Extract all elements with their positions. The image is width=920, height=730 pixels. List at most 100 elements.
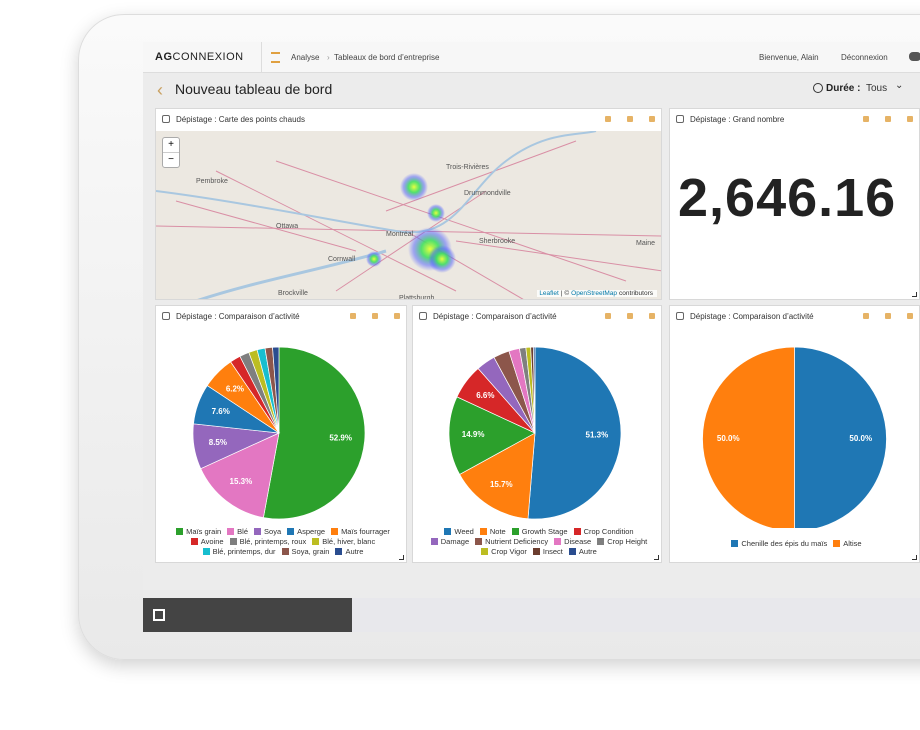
slice-label: 6.6% xyxy=(476,391,494,400)
legend-swatch xyxy=(444,528,452,535)
zoom-in[interactable]: + xyxy=(163,138,179,153)
edit-icon[interactable] xyxy=(627,116,633,122)
legend-item[interactable]: Maïs grain xyxy=(176,527,221,536)
legend-item[interactable]: Autre xyxy=(335,547,363,556)
legend-item[interactable]: Disease xyxy=(554,537,591,546)
legend-item[interactable]: Damage xyxy=(430,537,470,546)
chat-icon[interactable] xyxy=(909,52,920,61)
slice-label: 7.6% xyxy=(212,407,230,416)
legend-label: Autre xyxy=(578,547,597,556)
move-icon[interactable] xyxy=(863,116,869,122)
divider xyxy=(261,42,262,72)
legend-item[interactable]: Crop Condition xyxy=(573,527,634,536)
brand[interactable]: AGCONNEXION xyxy=(155,51,244,63)
legend-swatch xyxy=(335,548,343,555)
logout[interactable]: Déconnexion xyxy=(841,53,888,62)
welcome: Bienvenue, Alain xyxy=(759,53,819,62)
pie-slice xyxy=(263,346,366,520)
edit-icon[interactable] xyxy=(885,313,891,319)
move-icon[interactable] xyxy=(863,313,869,319)
legend-label: Crop Height xyxy=(607,537,648,546)
breadcrumb-item[interactable]: Analyse xyxy=(291,53,320,62)
legend-item[interactable]: Altise xyxy=(833,539,862,548)
legend-item[interactable]: Chenille des épis du maïs xyxy=(731,539,827,548)
road xyxy=(156,225,661,237)
legend-swatch xyxy=(481,548,489,555)
back-arrow[interactable]: ‹ xyxy=(157,80,163,100)
delete-icon[interactable] xyxy=(907,116,913,122)
panel-title: Dépistage : Comparaison d’activité xyxy=(176,312,300,321)
legend-label: Note xyxy=(489,527,506,536)
panel-icon xyxy=(676,312,684,320)
legend-item[interactable]: Maïs fourrager xyxy=(331,527,390,536)
panel: Dépistage : Comparaison d’activité 50.0% 5… xyxy=(669,305,920,563)
place-label: Drummondville xyxy=(464,190,511,197)
legend-item[interactable]: Nutrient Deficiency xyxy=(475,537,548,546)
legend-swatch xyxy=(511,528,519,535)
legend-item[interactable]: Note xyxy=(479,527,506,536)
slice-label: 8.5% xyxy=(209,438,227,447)
legend-item[interactable]: Avoine xyxy=(190,537,224,546)
page-title: Nouveau tableau de bord xyxy=(175,81,333,97)
resize-handle xyxy=(912,555,917,560)
legend-swatch xyxy=(202,548,210,555)
legend-label: Autre xyxy=(345,547,364,556)
legend-swatch xyxy=(479,528,487,535)
legend-swatch xyxy=(554,538,562,545)
road xyxy=(175,200,357,252)
legend-label: Blé, hiver, blanc xyxy=(322,537,376,546)
legend-swatch xyxy=(331,528,339,535)
legend-item[interactable]: Autre xyxy=(568,547,597,556)
breadcrumb-separator: › xyxy=(327,53,330,62)
edit-icon[interactable] xyxy=(627,313,633,319)
duration-label: Durée : xyxy=(826,83,861,94)
menu-icon[interactable] xyxy=(271,52,280,63)
edit-icon[interactable] xyxy=(372,313,378,319)
panel-icon xyxy=(162,312,170,320)
move-icon[interactable] xyxy=(350,313,356,319)
legend-item[interactable]: Asperge xyxy=(287,527,325,536)
dropdown-arrow[interactable]: ⌄ xyxy=(895,80,904,91)
move-icon[interactable] xyxy=(605,116,611,122)
panel: Dépistage : Grand nombre 2,646.16 xyxy=(669,108,920,300)
legend-item[interactable]: Blé, hiver, blanc xyxy=(312,537,375,546)
slice-label: 50.0% xyxy=(717,434,740,443)
legend-label: Damage xyxy=(440,537,470,546)
legend-swatch xyxy=(227,528,235,535)
zoom-out[interactable]: − xyxy=(168,154,174,165)
duration-value[interactable]: Tous xyxy=(866,83,888,94)
pie-slice xyxy=(448,396,536,475)
panel: Dépistage : Carte des points chauds Trois… xyxy=(155,108,662,300)
bottom-bar xyxy=(143,598,920,632)
legend-item[interactable]: Blé, printemps, roux xyxy=(229,537,306,546)
legend-item[interactable]: Blé xyxy=(227,527,248,536)
delete-icon[interactable] xyxy=(394,313,400,319)
legend-label: Altise xyxy=(843,539,862,548)
panel-title: Dépistage : Comparaison d’activité xyxy=(690,312,814,321)
pie-slice xyxy=(459,432,536,520)
legend-item[interactable]: Soya, grain xyxy=(281,547,329,556)
attribution-part: OpenStreetMap xyxy=(571,290,618,297)
breadcrumb-item[interactable]: Tableaux de bord d’entreprise xyxy=(334,53,440,62)
delete-icon[interactable] xyxy=(649,313,655,319)
legend-item[interactable]: Insect xyxy=(532,547,563,556)
legend-label: Maïs grain xyxy=(186,527,222,536)
legend-item[interactable]: Growth Stage xyxy=(511,527,568,536)
move-icon[interactable] xyxy=(605,313,611,319)
legend-label: Weed xyxy=(454,527,474,536)
legend-item[interactable]: Crop Height xyxy=(597,537,647,546)
legend-item[interactable]: Blé, printemps, dur xyxy=(202,547,276,556)
slice-label: 15.3% xyxy=(230,477,253,486)
clock-icon xyxy=(813,83,823,93)
building-icon[interactable] xyxy=(153,609,165,621)
legend-item[interactable]: Crop Vigor xyxy=(481,547,527,556)
edit-icon[interactable] xyxy=(885,116,891,122)
delete-icon[interactable] xyxy=(649,116,655,122)
delete-icon[interactable] xyxy=(907,313,913,319)
legend-item[interactable]: Soya xyxy=(254,527,281,536)
slice-label: 51.3% xyxy=(586,431,609,440)
legend-swatch xyxy=(312,538,320,545)
road xyxy=(455,240,661,272)
legend-swatch xyxy=(532,548,540,555)
legend-item[interactable]: Weed xyxy=(444,527,474,536)
